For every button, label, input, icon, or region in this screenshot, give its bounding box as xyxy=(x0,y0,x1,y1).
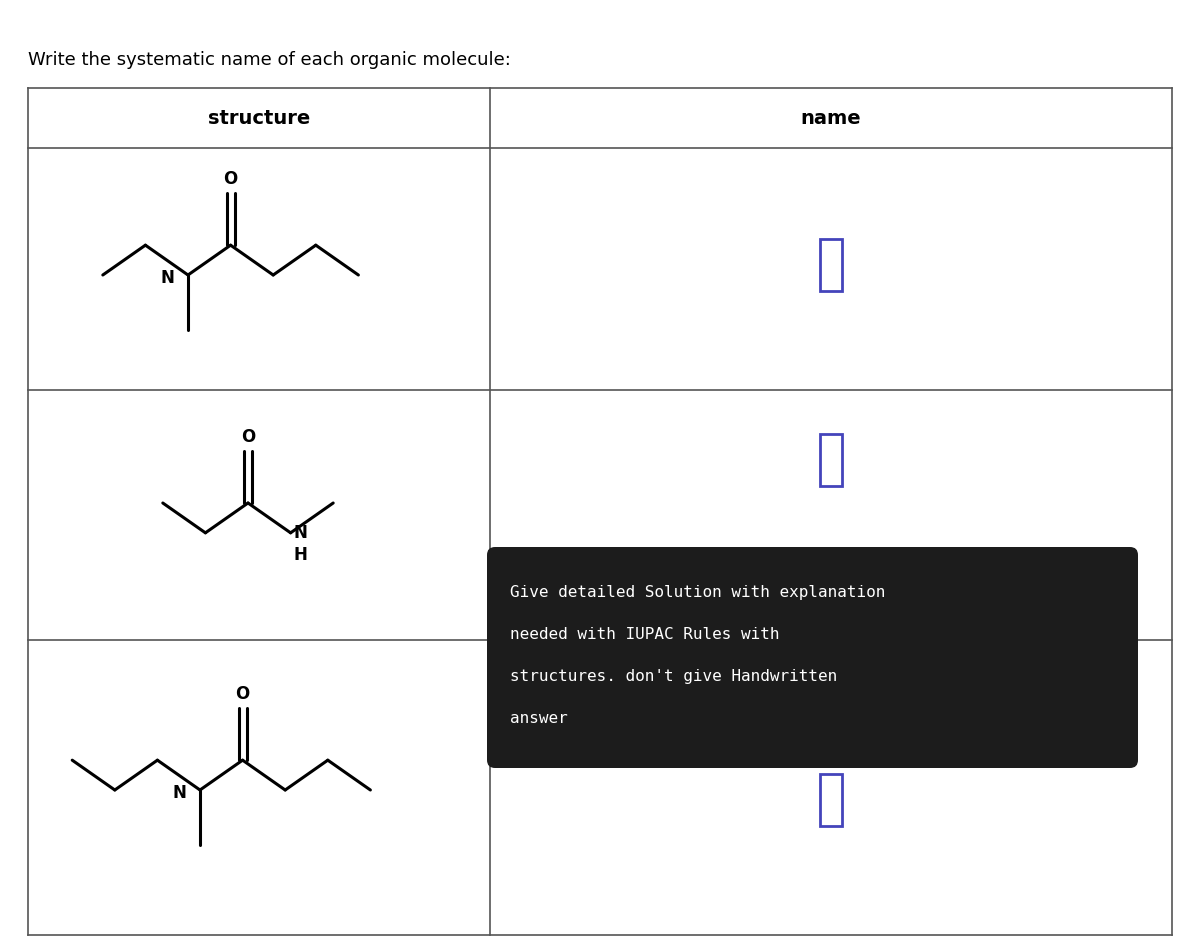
Bar xyxy=(820,774,842,826)
Bar xyxy=(820,239,842,291)
Text: N: N xyxy=(160,269,174,287)
Text: needed with IUPAC Rules with: needed with IUPAC Rules with xyxy=(510,627,780,642)
Text: O: O xyxy=(241,428,256,446)
Bar xyxy=(820,434,842,486)
Text: Write the systematic name of each organic molecule:: Write the systematic name of each organi… xyxy=(28,51,511,69)
Text: N: N xyxy=(294,524,307,542)
Text: name: name xyxy=(800,109,862,128)
Text: structure: structure xyxy=(208,109,310,128)
FancyBboxPatch shape xyxy=(487,547,1138,768)
Text: H: H xyxy=(294,546,307,563)
Text: O: O xyxy=(235,685,250,703)
Text: O: O xyxy=(223,170,238,188)
Text: N: N xyxy=(172,784,186,802)
Text: answer: answer xyxy=(510,711,568,726)
Text: Give detailed Solution with explanation: Give detailed Solution with explanation xyxy=(510,585,886,600)
Text: structures. don't give Handwritten: structures. don't give Handwritten xyxy=(510,669,838,684)
